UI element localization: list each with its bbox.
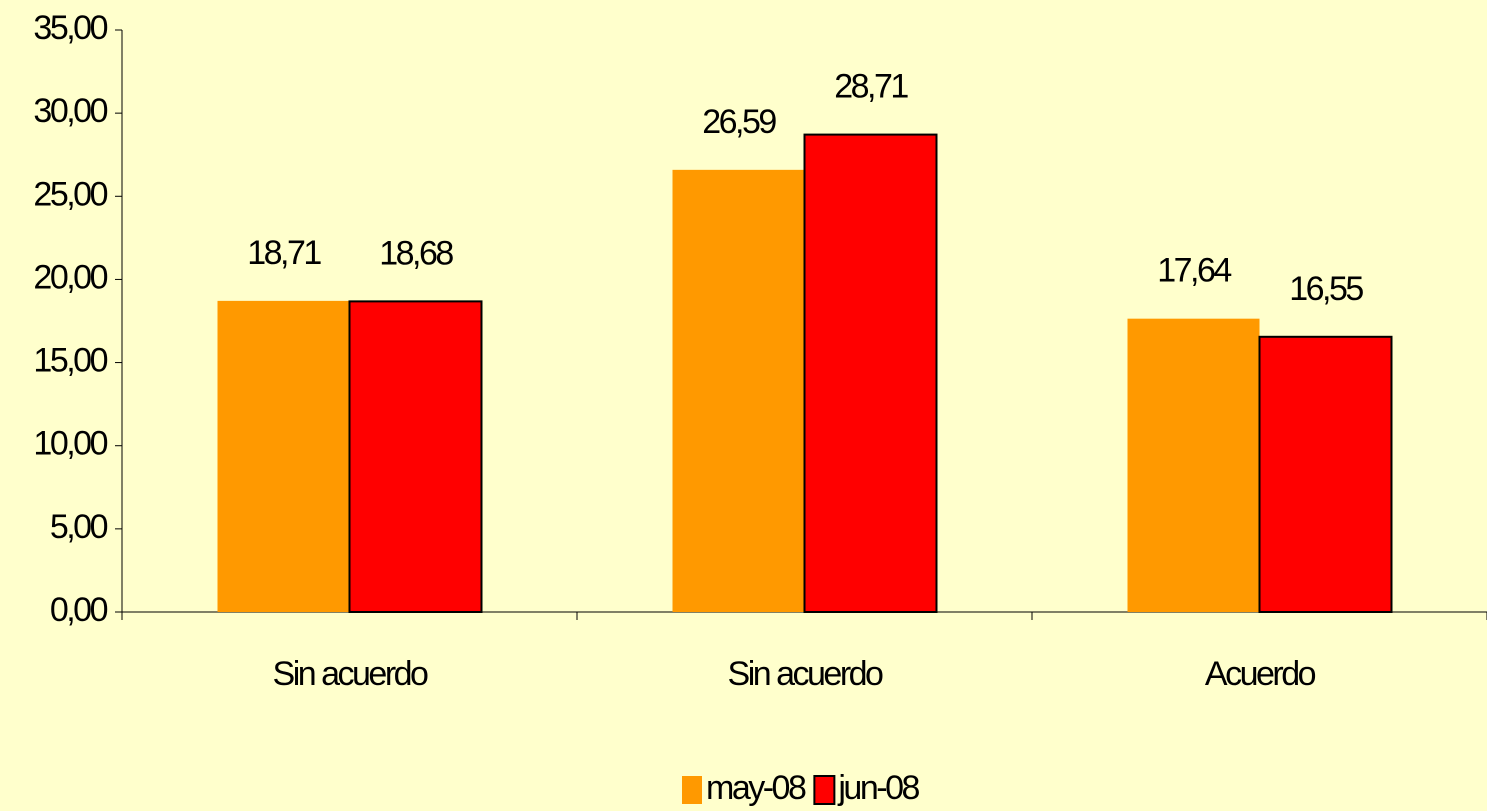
y-tick-label: 10,00: [33, 425, 107, 463]
x-tick-label: Sin acuerdo: [273, 655, 429, 693]
data-label: 16,55: [1289, 270, 1363, 308]
data-label: 28,71: [834, 68, 908, 106]
y-tick-label: 25,00: [33, 175, 107, 213]
legend-label: jun-08: [837, 769, 919, 807]
bar: [217, 300, 350, 612]
data-label: 26,59: [702, 103, 776, 141]
y-tick-label: 5,00: [50, 508, 108, 546]
y-tick-label: 20,00: [33, 258, 107, 296]
data-label: 17,64: [1157, 252, 1231, 290]
y-tick-label: 15,00: [33, 342, 107, 380]
legend-label: may-08: [706, 769, 806, 807]
bar: [803, 133, 938, 613]
legend-swatch: [682, 776, 702, 804]
bar: [348, 300, 483, 613]
y-tick-label: 35,00: [33, 9, 107, 47]
legend-swatch: [813, 775, 836, 805]
x-tick-label: Acuerdo: [1205, 655, 1316, 693]
y-tick-label: 0,00: [50, 591, 108, 629]
data-label: 18,71: [247, 234, 321, 272]
x-tick-label: Sin acuerdo: [728, 655, 884, 693]
bar: [1127, 318, 1260, 612]
y-tick-label: 30,00: [33, 92, 107, 130]
bar: [672, 169, 805, 612]
bar: [1258, 335, 1393, 613]
data-label: 18,68: [379, 234, 453, 272]
